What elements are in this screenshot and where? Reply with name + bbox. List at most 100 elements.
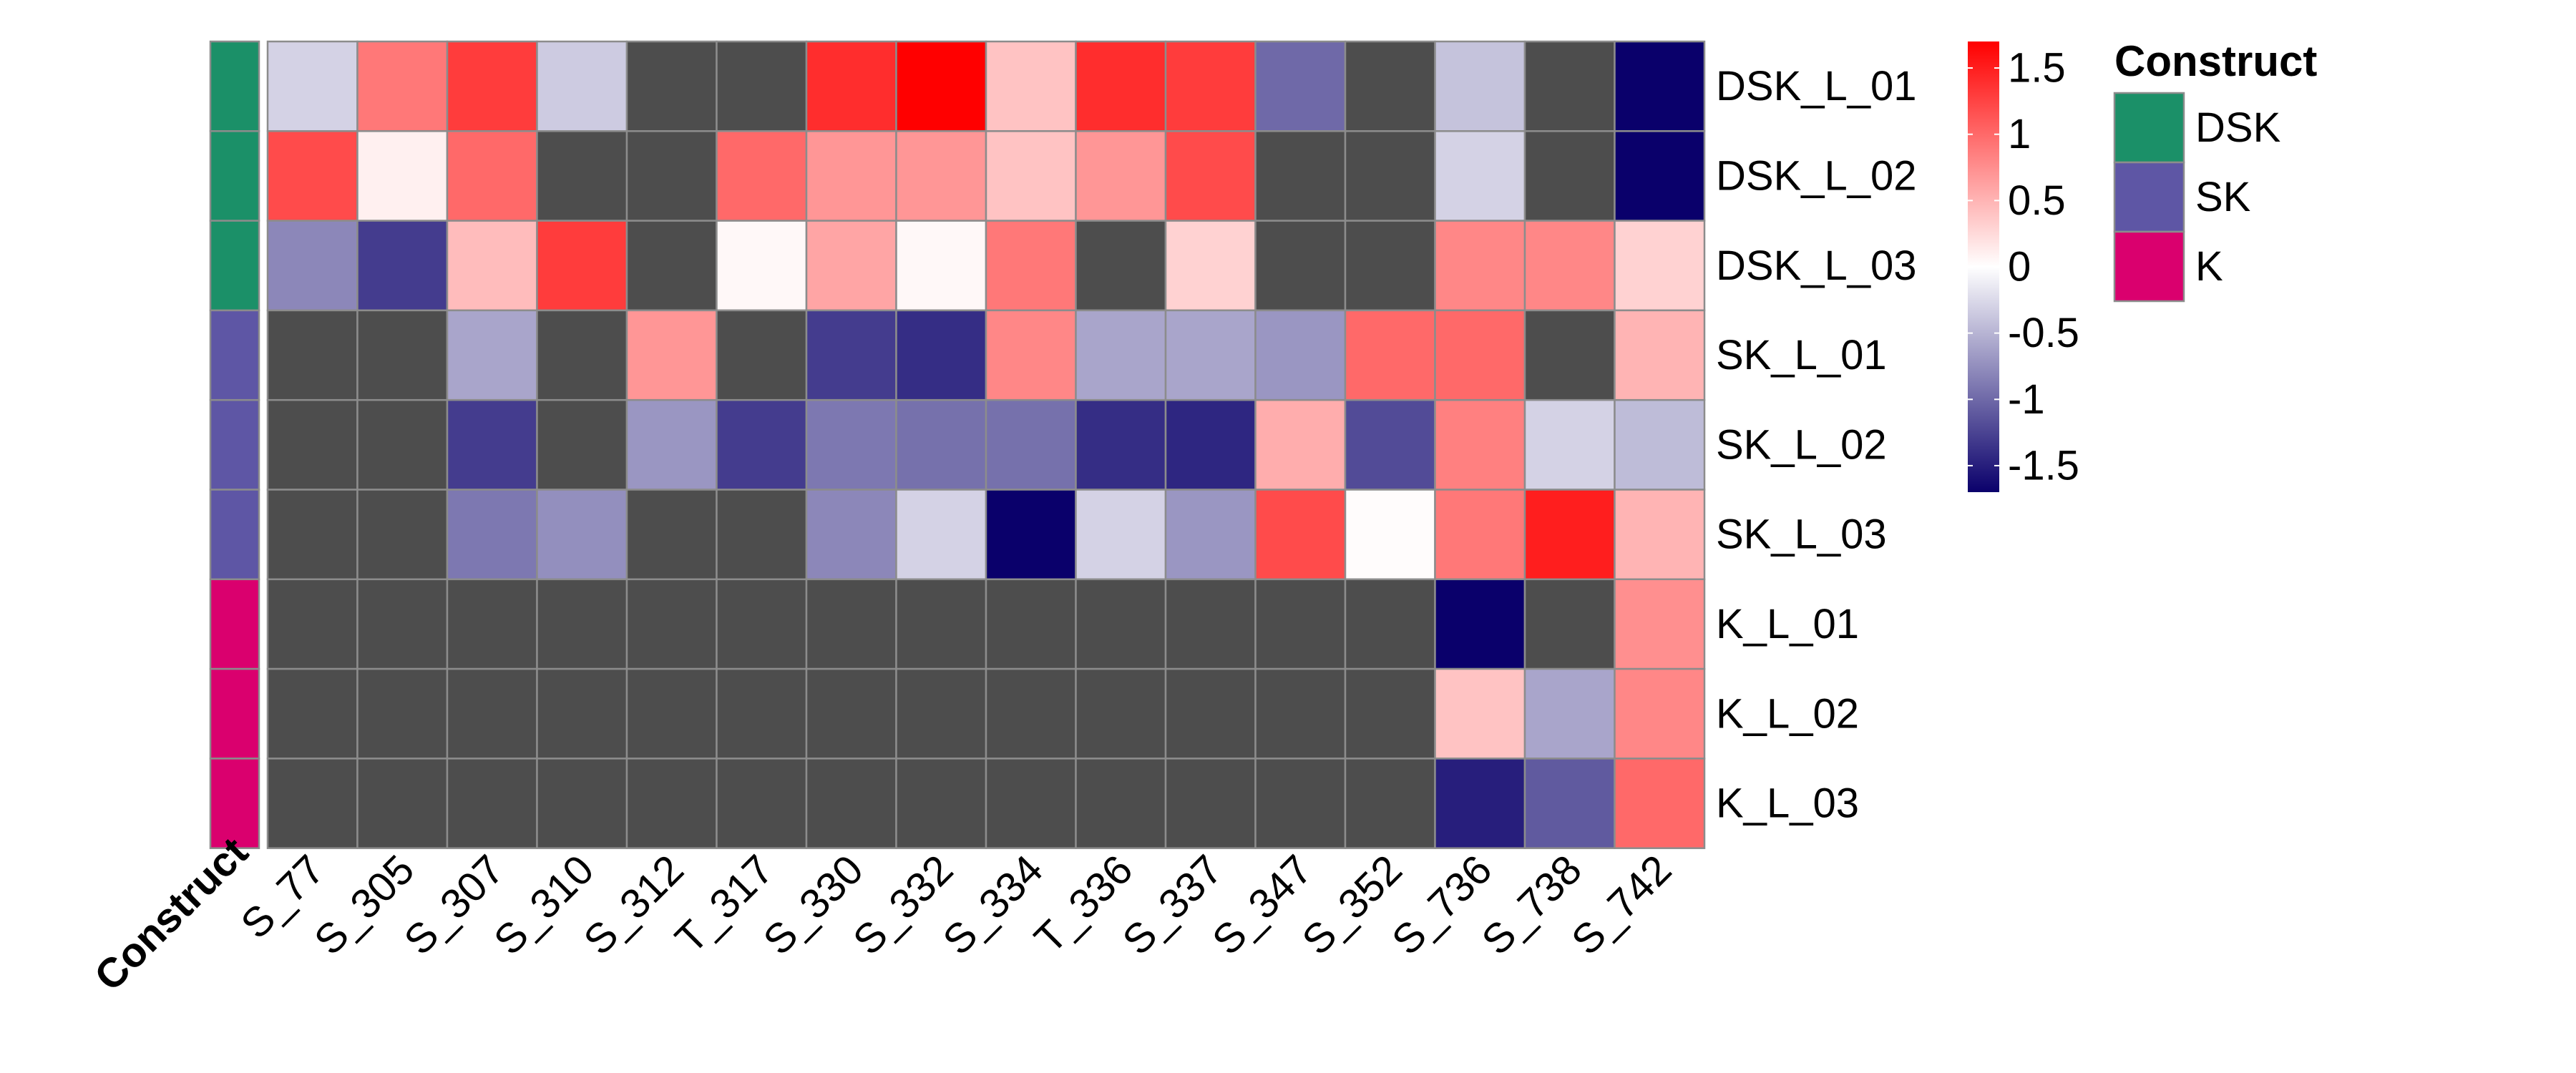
construct-legend-label: K (2195, 243, 2223, 290)
heatmap-cell (1075, 578, 1167, 670)
heatmap-cell (1523, 309, 1616, 401)
heatmap-cell (1523, 667, 1616, 760)
heatmap-cell (625, 309, 718, 401)
heatmap-cell (1614, 667, 1706, 760)
heatmap-cell (536, 309, 628, 401)
heatmap-cell (625, 40, 718, 132)
heatmap-cell (266, 40, 358, 132)
color-scale-tick-label: -1.5 (2008, 442, 2079, 489)
column-labels: S_77S_305S_307S_310S_312T_317S_330S_332S… (232, 846, 1680, 964)
heatmap-cell (1614, 398, 1706, 491)
column-label: S_738 (1473, 846, 1591, 964)
row-label: K_L_01 (1716, 601, 1859, 647)
column-label: T_336 (1025, 846, 1141, 962)
heatmap-cell (1523, 489, 1616, 581)
heatmap-cell (1523, 758, 1616, 849)
heatmap-cell (1434, 758, 1526, 849)
heatmap-cell (805, 40, 897, 132)
heatmap-cell (895, 758, 987, 849)
heatmap-cell (1075, 667, 1167, 760)
heatmap-cell (446, 758, 538, 849)
heatmap-cell (805, 220, 897, 312)
row-labels: DSK_L_01 DSK_L_02 DSK_L_03 SK_L_01 SK_L_02 SK… (1716, 63, 1917, 826)
heatmap-cell (446, 40, 538, 132)
heatmap-cell (1164, 758, 1257, 849)
heatmap-cell (536, 578, 628, 670)
heatmap-cell (1075, 40, 1167, 132)
heatmap-cell (1614, 309, 1706, 401)
row-label: K_L_02 (1716, 690, 1859, 737)
heatmap-cell (716, 220, 808, 312)
heatmap-cell (1254, 667, 1347, 760)
heatmap-cell (356, 398, 449, 491)
color-scale-bar (1968, 41, 1999, 492)
heatmap-cell (805, 130, 897, 222)
heatmap-cell (625, 220, 718, 312)
heatmap-cell (1075, 130, 1167, 222)
heatmap-cell (356, 40, 449, 132)
color-scale-tick-label: 1 (2008, 111, 2031, 157)
row-label: SK_L_02 (1716, 421, 1887, 468)
heatmap-cell (1344, 758, 1436, 849)
heatmap-cell (1164, 220, 1257, 312)
heatmap-cell (1164, 398, 1257, 491)
heatmap-cell (1614, 578, 1706, 670)
heatmap-cell (1164, 130, 1257, 222)
heatmap-cell (716, 667, 808, 760)
construct-annotation-bar (209, 40, 260, 849)
construct-legend: Construct DSK SK K (2113, 37, 2317, 303)
heatmap-cell (536, 489, 628, 581)
heatmap-cell (1254, 220, 1347, 312)
color-scale-tick-label: 0.5 (2008, 177, 2066, 224)
heatmap-cell (446, 667, 538, 760)
heatmap-cell (895, 40, 987, 132)
column-label: S_310 (485, 846, 603, 964)
heatmap-cell (716, 40, 808, 132)
annotation-axis-label: Construct (86, 828, 258, 1000)
heatmap-cell (985, 758, 1077, 849)
heatmap-cell (266, 220, 358, 312)
heatmap-cell (1434, 130, 1526, 222)
heatmap-cell (805, 398, 897, 491)
heatmap-cell (1254, 398, 1347, 491)
heatmap-cell (536, 667, 628, 760)
column-label: S_305 (306, 846, 424, 964)
heatmap-cell (625, 398, 718, 491)
heatmap-cell (1344, 398, 1436, 491)
heatmap-cell (895, 578, 987, 670)
construct-legend-swatch (2113, 92, 2185, 164)
heatmap-cell (1523, 40, 1616, 132)
column-label: S_347 (1204, 846, 1322, 964)
row-label: DSK_L_01 (1716, 63, 1917, 109)
heatmap-cell (985, 309, 1077, 401)
annotation-cell (209, 309, 260, 401)
heatmap-cell (536, 130, 628, 222)
column-label: S_330 (754, 846, 872, 964)
column-label: S_332 (844, 846, 962, 964)
heatmap-cell (1434, 667, 1526, 760)
column-label: S_337 (1113, 846, 1231, 964)
heatmap-cell (985, 40, 1077, 132)
heatmap-cell (1254, 40, 1347, 132)
construct-legend-swatch (2113, 230, 2185, 303)
heatmap-cell (1523, 220, 1616, 312)
color-scale-tick-label: -0.5 (2008, 310, 2079, 356)
heatmap-cell (1523, 398, 1616, 491)
heatmap-cell (1344, 667, 1436, 760)
heatmap-cell (895, 667, 987, 760)
heatmap-cell (1164, 489, 1257, 581)
heatmap-cell (985, 398, 1077, 491)
heatmap-cell (805, 578, 897, 670)
heatmap-cell (805, 667, 897, 760)
heatmap-cell (356, 130, 449, 222)
heatmap-cell (625, 130, 718, 222)
row-label: K_L_03 (1716, 780, 1859, 827)
heatmap-cell (716, 398, 808, 491)
heatmap-cell (985, 667, 1077, 760)
annotation-cell (209, 578, 260, 670)
column-label: T_317 (666, 846, 782, 962)
annotation-cell (209, 398, 260, 491)
heatmap-cell (536, 758, 628, 849)
column-label: S_736 (1383, 846, 1501, 964)
heatmap-cell (266, 578, 358, 670)
